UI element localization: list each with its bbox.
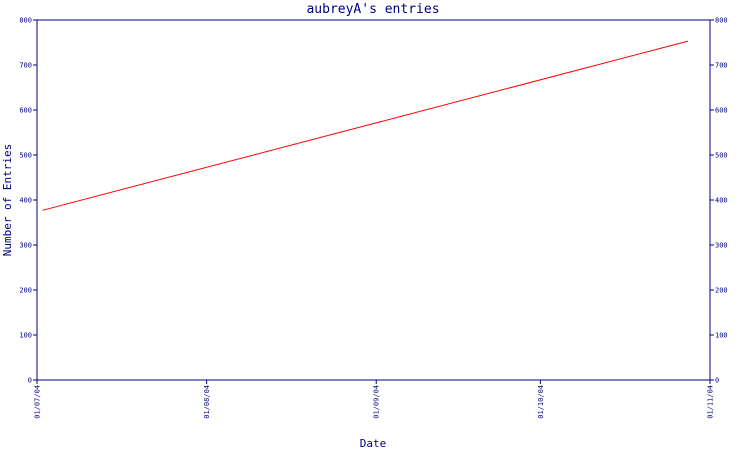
y-tick-label-left: 400 xyxy=(19,197,32,205)
y-tick-label-right: 500 xyxy=(715,152,728,160)
y-tick-label-left: 700 xyxy=(19,62,32,70)
y-tick-label-left: 200 xyxy=(19,287,32,295)
y-tick-label-right: 700 xyxy=(715,62,728,70)
y-tick-label-right: 300 xyxy=(715,242,728,250)
series-layer xyxy=(42,40,689,211)
left-y-axis: 0 100 200 300 400 500 600 700 800 xyxy=(19,17,37,385)
chart-title: aubreyA's entries xyxy=(306,2,439,17)
y-tick-label-left: 500 xyxy=(19,152,32,160)
x-tick-label: 01/10/04 xyxy=(537,385,545,419)
y-tick-label-left: 0 xyxy=(28,377,32,385)
y-tick-label-left: 600 xyxy=(19,107,32,115)
x-tick-label: 01/11/04 xyxy=(707,385,715,419)
y-axis-label: Number of Entries xyxy=(1,144,14,257)
y-tick-label-right: 200 xyxy=(715,287,728,295)
plot-area-frame xyxy=(36,19,711,381)
y-tick-label-left: 300 xyxy=(19,242,32,250)
x-tick-label: 01/08/04 xyxy=(203,385,211,419)
y-tick-label-left: 100 xyxy=(19,332,32,340)
x-axis-label: Date xyxy=(360,437,387,450)
y-tick-label-right: 600 xyxy=(715,107,728,115)
y-tick-label-right: 100 xyxy=(715,332,728,340)
y-tick-label-right: 400 xyxy=(715,197,728,205)
y-tick-label-left: 800 xyxy=(19,17,32,25)
x-tick-label: 01/09/04 xyxy=(373,385,381,419)
x-axis: 01/07/04 01/08/04 01/09/04 01/10/04 01/11/04 xyxy=(34,380,715,419)
series-line-0 xyxy=(42,40,689,211)
y-tick-label-right: 800 xyxy=(715,17,728,25)
x-tick-label: 01/07/04 xyxy=(34,385,42,419)
y-tick-label-right: 0 xyxy=(715,377,719,385)
right-y-axis: 0 100 200 300 400 500 600 700 800 xyxy=(710,17,728,385)
